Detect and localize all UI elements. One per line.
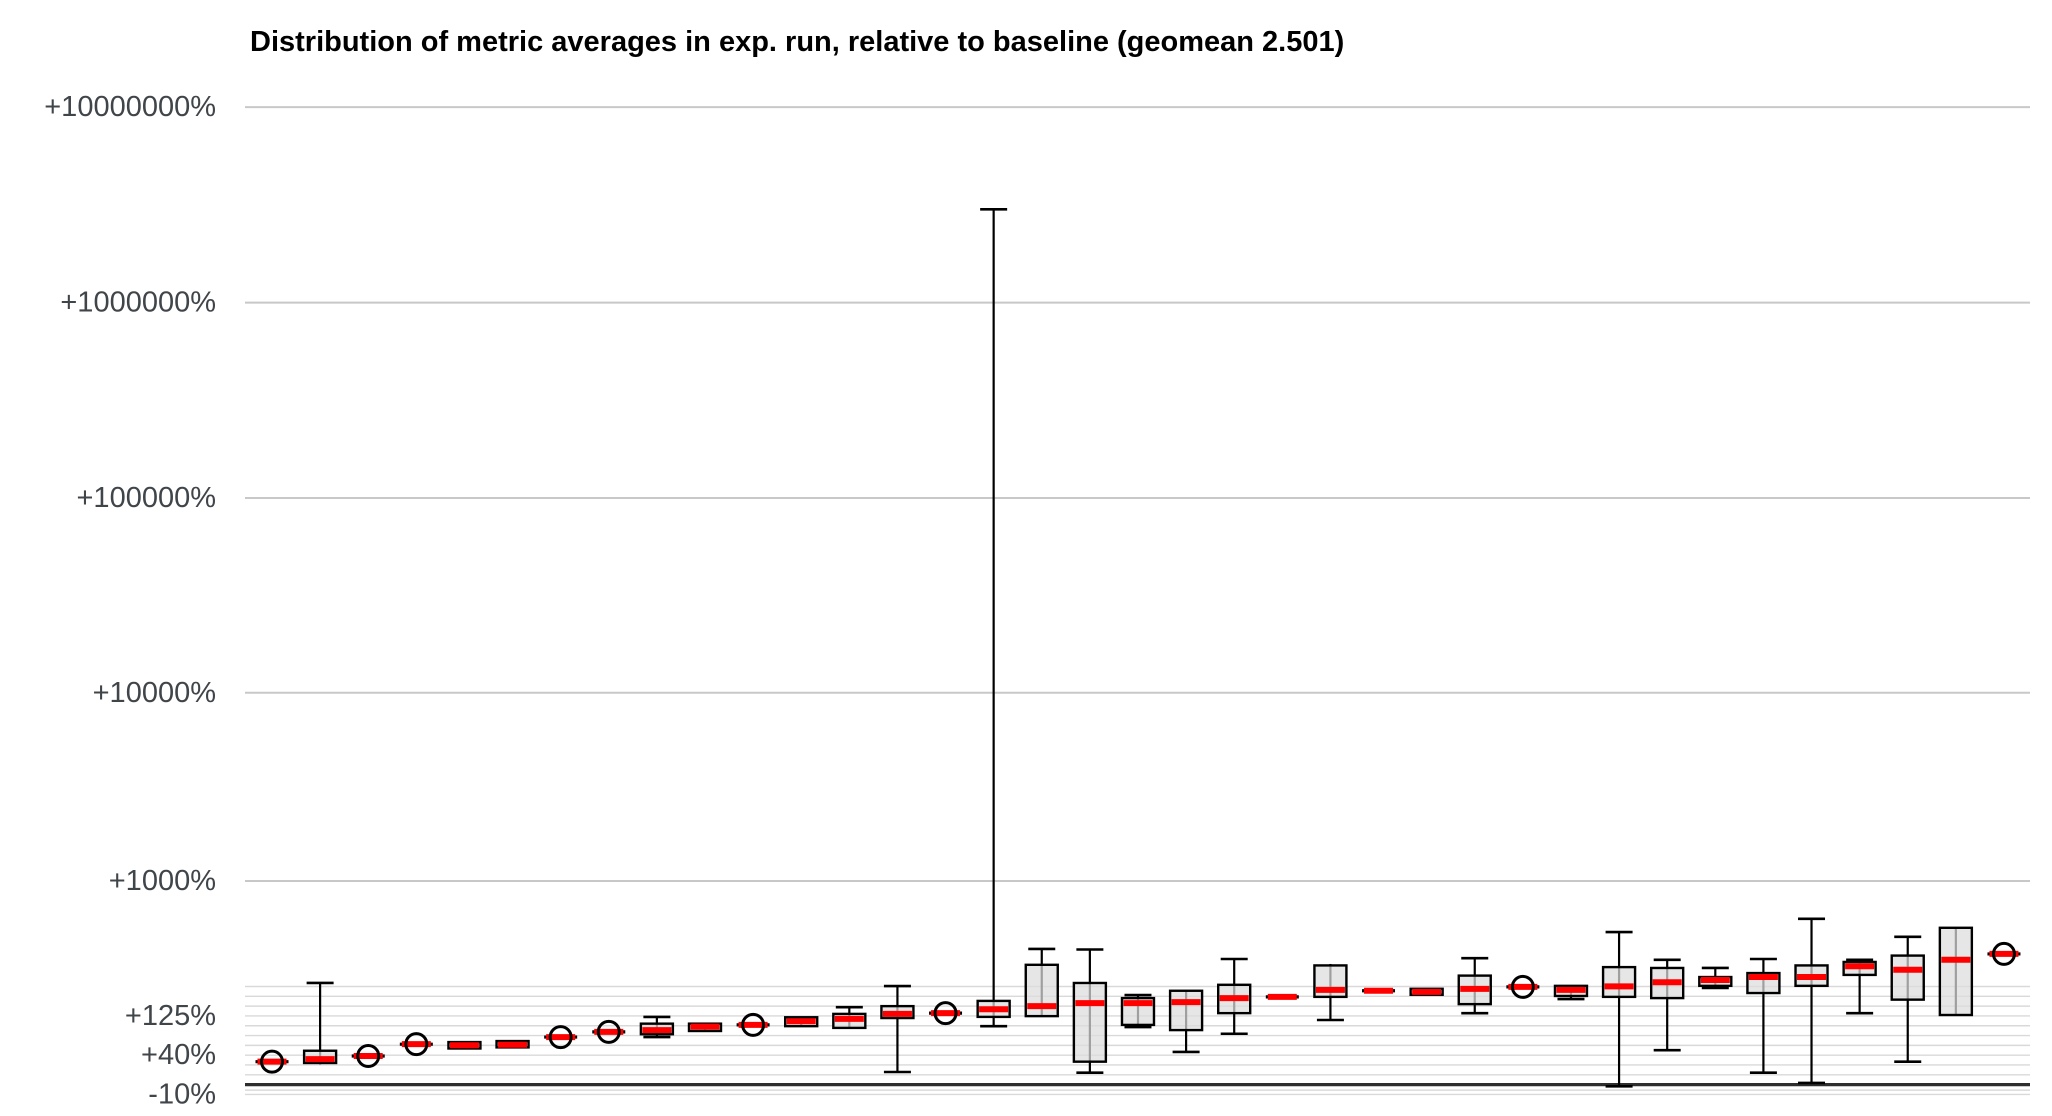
box-iqr-outline <box>1313 964 1348 999</box>
box-iqr-outline <box>1649 966 1685 1000</box>
chart-title: Distribution of metric averages in exp. … <box>250 26 1344 58</box>
box-iqr-fill <box>1073 982 1106 1062</box>
box-group <box>1601 930 1637 1088</box>
box-iqr-outline <box>447 1040 482 1050</box>
box-iqr-outline <box>639 1022 675 1036</box>
box-iqr-outline <box>1794 964 1829 988</box>
box-group <box>1024 947 1059 1018</box>
y-axis-tick-label: +125% <box>125 1000 216 1032</box>
box-group <box>1072 948 1108 1075</box>
box-group <box>639 1015 675 1039</box>
box-group <box>544 1025 578 1050</box>
box-group <box>976 208 1011 1028</box>
box-group <box>1890 935 1925 1063</box>
box-group <box>1746 957 1781 1075</box>
axis-labels-layer: +10000000% +1000000% +100000% +10000% +1000%… <box>44 91 216 1110</box>
box-group <box>1698 966 1733 990</box>
box-iqr-outline <box>1024 963 1059 1018</box>
box-iqr-outline <box>880 1004 915 1020</box>
y-axis-tick-label: +10000000% <box>44 91 216 123</box>
y-axis-tick-label: +1000% <box>109 865 216 897</box>
box-group <box>1409 987 1444 996</box>
box-group <box>1649 958 1685 1052</box>
box-group <box>1794 917 1829 1085</box>
box-group <box>832 1005 867 1030</box>
box-iqr-outline <box>1072 981 1108 1063</box>
box-group <box>736 1012 770 1037</box>
box-iqr-fill <box>1603 967 1636 997</box>
outlier-circle-marker <box>356 1044 381 1069</box>
box-group <box>255 1049 289 1074</box>
box-group <box>784 1016 819 1028</box>
box-group <box>1553 984 1589 1001</box>
box-iqr-outline <box>1120 996 1156 1027</box>
box-iqr-outline <box>1457 974 1492 1006</box>
box-group <box>302 981 338 1065</box>
box-group <box>351 1044 385 1069</box>
box-group <box>1987 941 2021 966</box>
box-group <box>929 1001 963 1026</box>
outlier-circle-marker <box>741 1012 766 1037</box>
outlier-circle-marker <box>1510 974 1535 999</box>
box-iqr-outline <box>1938 926 1974 1017</box>
box-iqr-outline <box>1216 983 1252 1015</box>
box-group <box>880 984 915 1074</box>
box-iqr-outline <box>1842 960 1877 977</box>
box-group <box>495 1039 530 1049</box>
outlier-circle-marker <box>596 1019 621 1044</box>
outlier-circle-marker <box>548 1025 573 1050</box>
outlier-circle-marker <box>933 1001 958 1026</box>
box-group <box>592 1019 626 1044</box>
box-group <box>687 1022 723 1033</box>
box-group <box>399 1032 433 1057</box>
box-group <box>1120 993 1156 1029</box>
box-group <box>1842 958 1877 1015</box>
box-iqr-outline <box>1601 965 1637 999</box>
box-iqr-fill <box>1891 955 1924 1000</box>
y-axis-tick-label: +10000% <box>93 677 216 709</box>
box-iqr-fill <box>1939 927 1972 1015</box>
box-group <box>1457 956 1492 1015</box>
box-group <box>1313 963 1348 1022</box>
box-iqr-outline <box>1746 971 1781 995</box>
outlier-circle-marker <box>404 1032 429 1057</box>
box-iqr-outline <box>784 1016 819 1028</box>
box-group <box>1216 957 1252 1036</box>
box-iqr-outline <box>1168 989 1204 1032</box>
outlier-circle-marker <box>260 1049 284 1074</box>
y-axis-tick-label: -10% <box>148 1078 216 1110</box>
box-group <box>1938 926 1974 1017</box>
y-axis-tick-label: +1000000% <box>60 287 216 319</box>
box-iqr-outline <box>976 999 1011 1019</box>
box-iqr-outline <box>1890 954 1925 1001</box>
box-iqr-outline <box>302 1049 338 1065</box>
box-group <box>447 1040 482 1050</box>
box-group <box>1506 974 1540 999</box>
box-iqr-outline <box>1553 984 1589 998</box>
box-iqr-outline <box>832 1012 867 1030</box>
box-group <box>1168 989 1204 1054</box>
gridlines-layer <box>245 106 2030 1096</box>
y-axis-tick-label: +100000% <box>77 482 217 514</box>
boxes-layer <box>255 208 2021 1088</box>
box-iqr-fill <box>1170 990 1203 1031</box>
y-axis-tick-label: +40% <box>141 1039 216 1071</box>
outlier-circle-marker <box>1991 941 2016 966</box>
